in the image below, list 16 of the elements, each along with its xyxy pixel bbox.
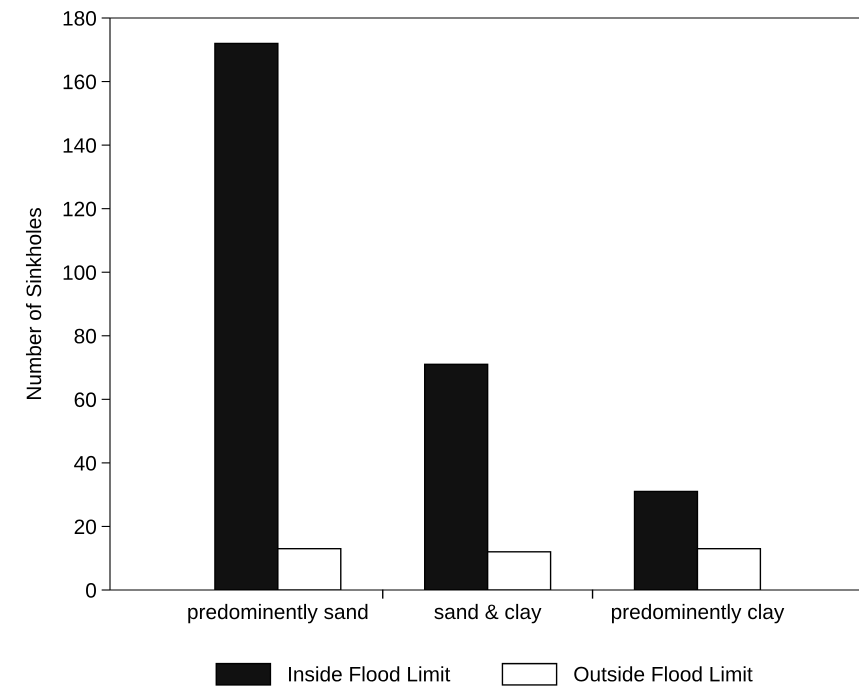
y-tick-label: 100 <box>64 265 96 280</box>
legend-label: Inside Flood Limit <box>289 666 450 682</box>
y-tick-label: 60 <box>74 392 96 408</box>
y-tick-label: 40 <box>74 456 96 471</box>
y-tick-label: 140 <box>64 138 96 153</box>
legend-label: Outside Flood Limit <box>574 666 753 682</box>
x-tick-label: predominently sand <box>188 604 368 624</box>
y-tick-label: 120 <box>64 202 96 216</box>
x-tick-label: sand & clay <box>434 604 542 624</box>
y-tick-label: 80 <box>74 328 96 344</box>
y-tick-label: 0 <box>86 583 96 598</box>
x-tick-label: predominently clay <box>612 604 784 624</box>
y-axis-title: Number of Sinkholes <box>26 208 42 399</box>
y-tick-label: 180 <box>64 11 96 26</box>
y-tick-label: 20 <box>74 519 96 534</box>
y-tick-label: 160 <box>64 74 96 90</box>
